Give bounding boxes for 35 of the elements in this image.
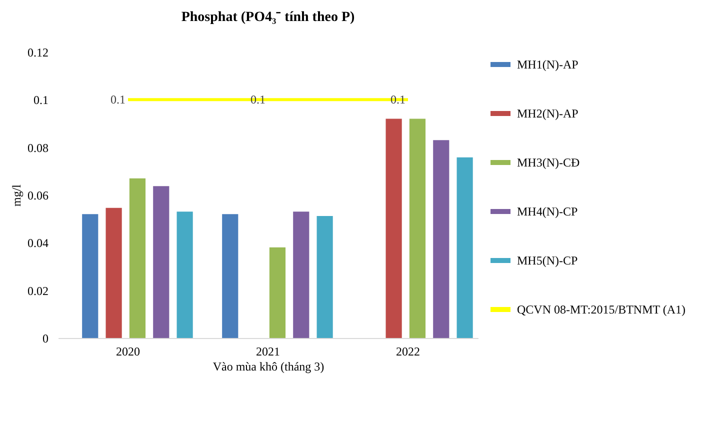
x-tick-label: 2021 bbox=[256, 344, 280, 358]
bar bbox=[106, 208, 122, 338]
x-axis-title: Vào mùa khô (tháng 3) bbox=[212, 360, 324, 374]
legend-label: MH1(N)-AP bbox=[517, 58, 579, 72]
bar bbox=[82, 214, 98, 338]
y-tick-label: 0.06 bbox=[28, 188, 48, 202]
bar bbox=[176, 212, 193, 338]
y-axis-title: mg/l bbox=[10, 184, 24, 207]
y-tick-label: 0.04 bbox=[28, 236, 48, 250]
legend-label: MH4(N)-CP bbox=[517, 204, 578, 218]
y-tick-label: 0.08 bbox=[28, 140, 48, 155]
data-label: 0.1 bbox=[250, 92, 266, 107]
y-tick-label: 0.02 bbox=[28, 284, 48, 298]
legend-label: MH3(N)-CĐ bbox=[517, 156, 580, 170]
legend-label: MH5(N)-CP bbox=[517, 254, 578, 268]
legend-label: QCVN 08-MT:2015/BTNMT (A1) bbox=[517, 302, 686, 316]
bar bbox=[293, 212, 310, 338]
bar bbox=[222, 214, 238, 338]
x-tick-label: 2020 bbox=[116, 344, 140, 358]
bar bbox=[269, 247, 286, 338]
chart-title: Phosphat (PO4₃⁻ tính theo P) bbox=[181, 10, 355, 25]
bar bbox=[386, 118, 402, 338]
y-tick-label: 0 bbox=[42, 332, 48, 346]
data-label: 0.1 bbox=[110, 92, 126, 107]
bar bbox=[316, 216, 333, 338]
y-tick-label: 0.12 bbox=[28, 46, 48, 60]
x-tick-label: 2022 bbox=[396, 344, 420, 358]
bar bbox=[433, 140, 450, 338]
data-label: 0.1 bbox=[390, 92, 406, 107]
bar bbox=[409, 118, 426, 338]
bar bbox=[129, 178, 146, 338]
legend-label: MH2(N)-AP bbox=[517, 106, 579, 120]
bar bbox=[456, 157, 473, 338]
y-tick-label: 0.1 bbox=[34, 93, 48, 108]
bar bbox=[153, 186, 170, 338]
